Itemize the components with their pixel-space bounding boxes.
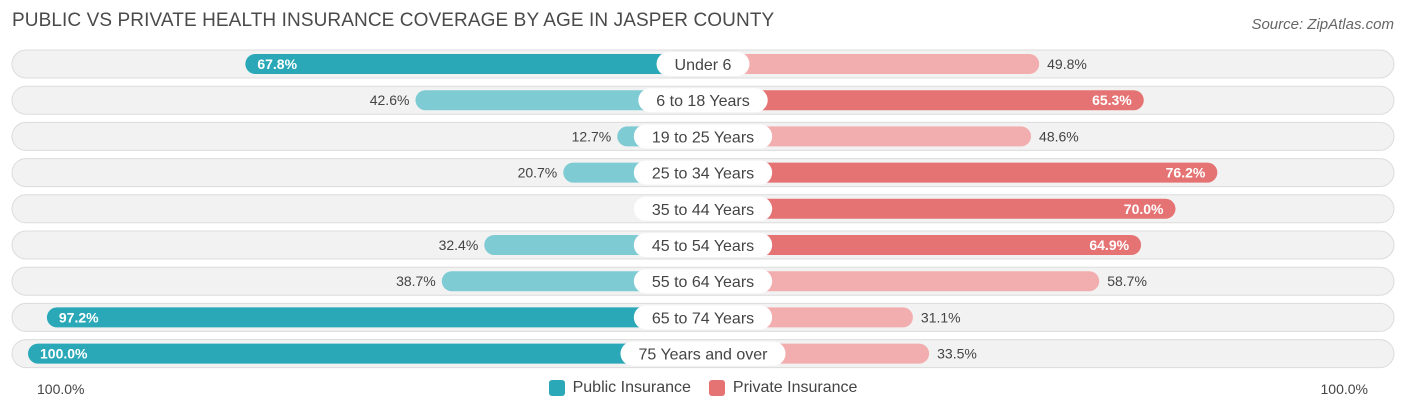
label-public-55-to-64-years: 38.7% xyxy=(396,273,436,289)
label-private-75-years-and-over: 33.5% xyxy=(937,346,977,362)
category-label-45-to-54-years: 45 to 54 Years xyxy=(652,238,754,255)
label-public-6-to-18-years: 42.6% xyxy=(370,92,410,108)
bar-private-35-to-44-years xyxy=(703,198,1176,219)
legend-item-private: Private Insurance xyxy=(708,379,858,397)
label-public-25-to-34-years: 20.7% xyxy=(518,165,558,181)
bar-public-65-to-74-years xyxy=(46,307,703,328)
axis-right-label: 100.0% xyxy=(1320,381,1368,397)
category-pill-45-to-54-years xyxy=(633,233,773,257)
legend-label-public: Public Insurance xyxy=(572,379,691,396)
bar-private-55-to-64-years xyxy=(703,271,1100,292)
bar-private-25-to-34-years xyxy=(703,162,1218,183)
category-label-19-to-25-years: 19 to 25 Years xyxy=(652,129,754,146)
bar-public-6-to-18-years xyxy=(415,90,703,111)
label-private-35-to-44-years: 70.0% xyxy=(1124,201,1164,217)
category-pill-75-years-and-over xyxy=(620,341,786,366)
label-public-65-to-74-years: 97.2% xyxy=(59,309,99,325)
category-pill-65-to-74-years xyxy=(633,305,773,330)
legend-item-public: Public Insurance xyxy=(548,379,691,397)
category-label-75-years-and-over: 75 Years and over xyxy=(639,347,769,364)
label-public-under-6: 67.8% xyxy=(257,56,297,72)
category-label-under-6: Under 6 xyxy=(675,57,732,74)
legend-swatch-public xyxy=(548,380,565,396)
label-public-19-to-25-years: 12.7% xyxy=(572,128,612,144)
chart-title: PUBLIC VS PRIVATE HEALTH INSURANCE COVER… xyxy=(12,10,775,31)
category-pill-6-to-18-years xyxy=(638,88,768,113)
category-label-6-to-18-years: 6 to 18 Years xyxy=(656,93,749,110)
bar-private-6-to-18-years xyxy=(703,90,1144,111)
category-pill-19-to-25-years xyxy=(633,124,773,149)
bar-public-75-years-and-over xyxy=(28,343,703,364)
category-label-25-to-34-years: 25 to 34 Years xyxy=(652,166,754,183)
label-private-under-6: 49.8% xyxy=(1047,56,1087,72)
chart-plot: 67.8% 49.8% Under 6 42.6% 65.3% 6 to 18 Years… xyxy=(11,49,1395,369)
source-note: Source: ZipAtlas.com xyxy=(1251,16,1394,33)
category-pill-55-to-64-years xyxy=(633,269,773,294)
category-label-65-to-74-years: 65 to 74 Years xyxy=(652,310,754,327)
label-private-65-to-74-years: 31.1% xyxy=(921,309,961,325)
label-private-55-to-64-years: 58.7% xyxy=(1107,273,1147,289)
label-private-19-to-25-years: 48.6% xyxy=(1039,128,1079,144)
axis-left-label: 100.0% xyxy=(37,381,85,397)
bar-private-45-to-54-years xyxy=(703,235,1142,255)
category-label-55-to-64-years: 55 to 64 Years xyxy=(652,274,754,291)
label-private-6-to-18-years: 65.3% xyxy=(1092,92,1132,108)
legend-swatch-private xyxy=(708,380,725,396)
bar-public-under-6 xyxy=(245,54,703,74)
legend: Public Insurance Private Insurance xyxy=(0,379,1406,397)
label-private-45-to-54-years: 64.9% xyxy=(1089,237,1129,253)
legend-label-private: Private Insurance xyxy=(732,379,858,396)
category-pill-35-to-44-years xyxy=(633,196,773,221)
bar-private-19-to-25-years xyxy=(703,126,1032,147)
category-pill-under-6 xyxy=(656,52,750,76)
label-public-45-to-54-years: 32.4% xyxy=(439,237,479,253)
bar-private-under-6 xyxy=(703,54,1040,74)
label-private-25-to-34-years: 76.2% xyxy=(1166,165,1206,181)
label-public-75-years-and-over: 100.0% xyxy=(40,346,88,362)
category-pill-25-to-34-years xyxy=(633,160,773,185)
category-label-35-to-44-years: 35 to 44 Years xyxy=(652,202,754,219)
